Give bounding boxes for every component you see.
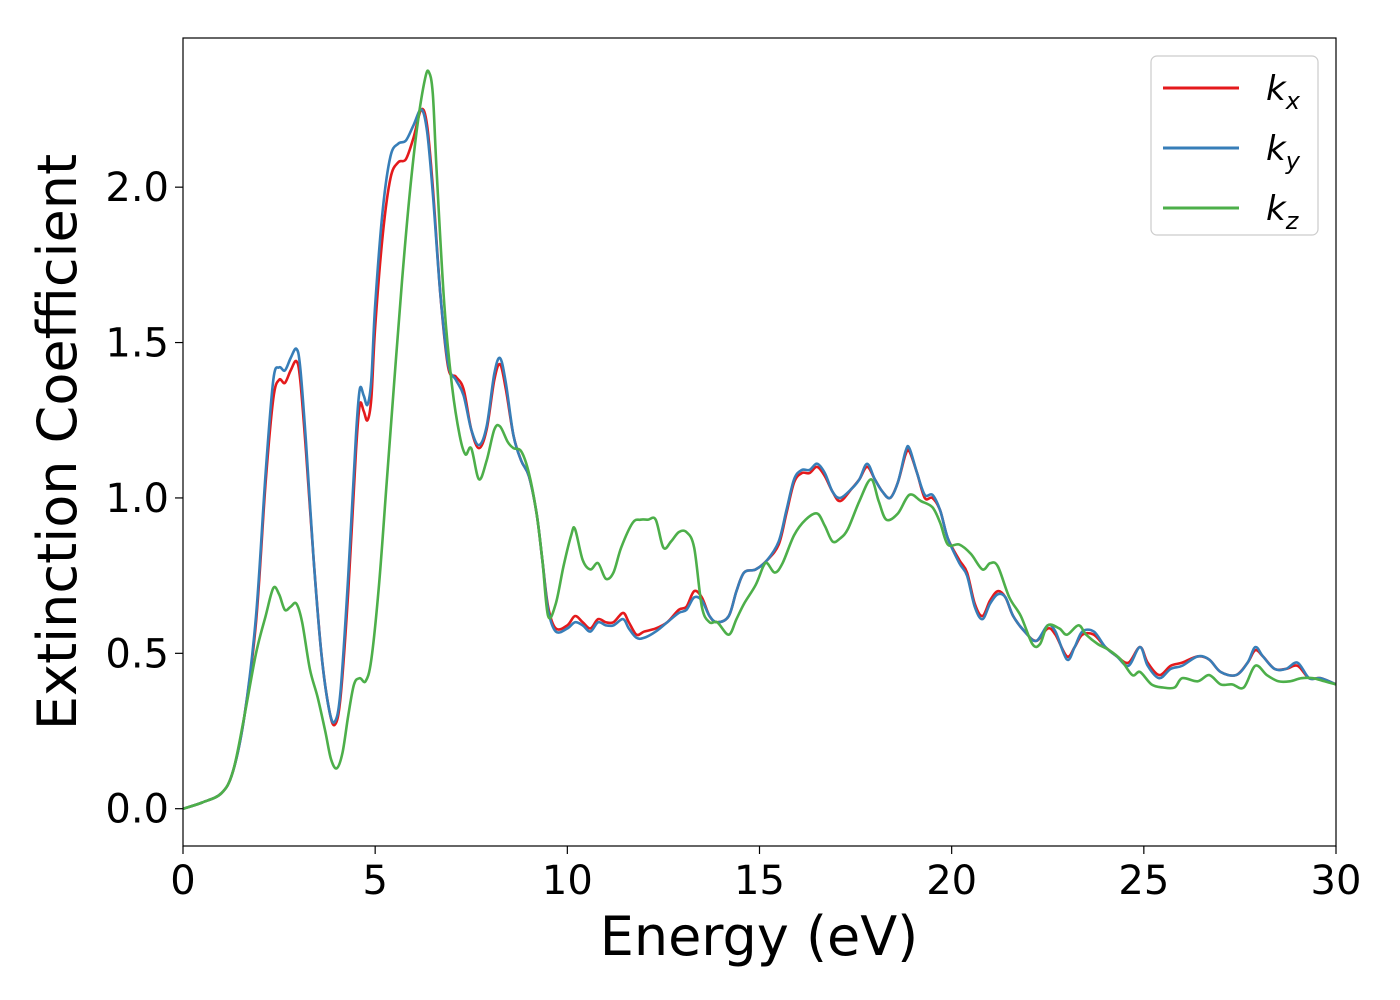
y-tick-label: 0.0: [105, 787, 169, 833]
legend-label-base: k: [1266, 189, 1287, 229]
legend-label-kx: kx: [1266, 69, 1301, 115]
legend-label-kz: kz: [1266, 189, 1300, 235]
y-axis-ticks: 0.0 0.5 1.0 1.5 2.0: [105, 165, 183, 833]
y-tick-label: 1.0: [105, 476, 169, 522]
legend-label-base: k: [1266, 69, 1287, 109]
legend-box: [1150, 55, 1319, 236]
legend-label-ky: ky: [1266, 129, 1301, 175]
plot-background: [183, 38, 1336, 846]
y-tick-label: 1.5: [105, 321, 169, 367]
y-axis-label: Extinction Coefficient: [26, 154, 89, 730]
series-line-ky: [183, 108, 1336, 811]
series-layer: [183, 69, 1336, 811]
x-tick-label: 30: [1311, 858, 1362, 904]
x-tick-label: 20: [926, 858, 977, 904]
x-tick-label: 0: [170, 858, 195, 904]
series-line-kz: [183, 69, 1336, 811]
legend-label-base: k: [1266, 129, 1287, 169]
legend-label-subscript: y: [1285, 147, 1301, 175]
legend-label-subscript: z: [1285, 207, 1300, 235]
x-tick-label: 5: [362, 858, 387, 904]
x-tick-label: 25: [1118, 858, 1169, 904]
y-tick-label: 2.0: [105, 165, 169, 211]
x-tick-label: 15: [734, 858, 785, 904]
x-axis-ticks: 0 5 10 15 20 25 30: [170, 846, 1361, 904]
y-tick-label: 0.5: [105, 631, 169, 677]
x-axis-label: Energy (eV): [600, 905, 919, 968]
x-tick-label: 10: [542, 858, 593, 904]
legend-label-subscript: x: [1285, 87, 1301, 115]
